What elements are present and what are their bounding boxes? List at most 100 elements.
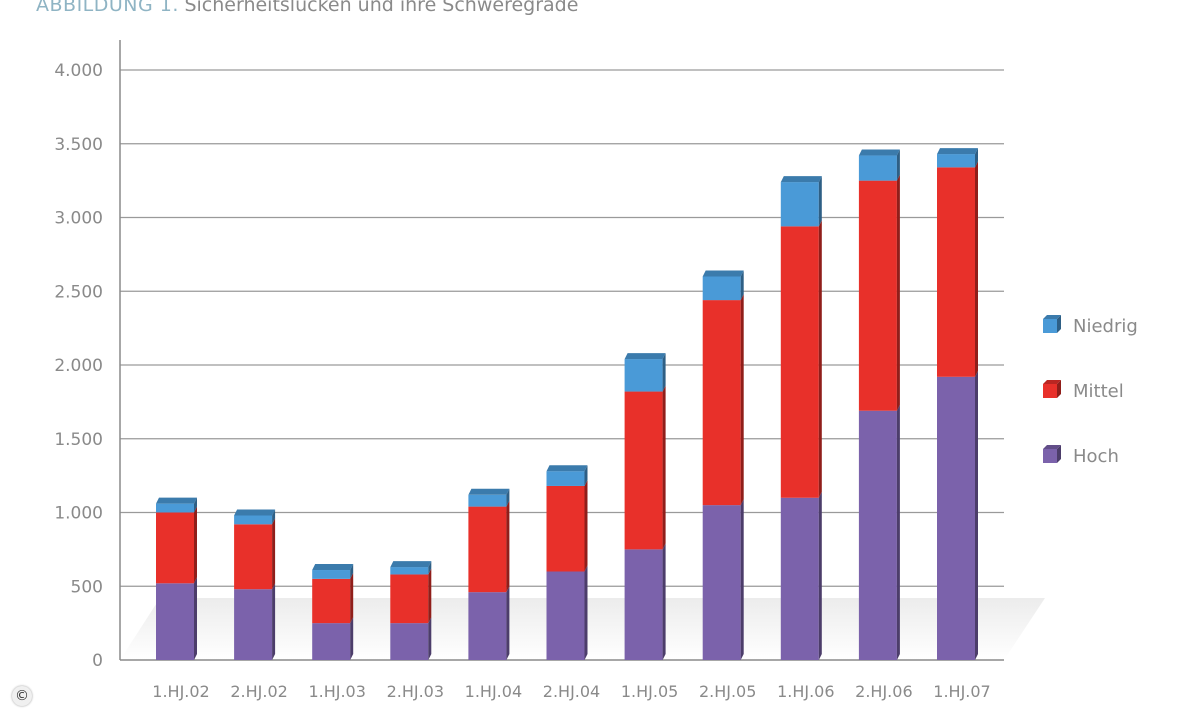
bar-niedrig-1-hj-06 [780,182,819,227]
y-tick-label: 2.000 [54,356,103,376]
bar-mittel-1-hj-03-side [350,572,354,624]
legend-label: Mittel [1073,381,1124,402]
legend-item-niedrig: Niedrig [1043,315,1138,337]
bar-niedrig-2-hj-03-side [428,561,432,575]
bar-niedrig-2-hj-06 [858,155,897,181]
bar-niedrig-2-hj-02-side [272,509,276,525]
bar-hoch-2-hj-02 [234,589,273,660]
x-tick-label: 2.HJ.02 [230,682,287,701]
bar-hoch-1-hj-06 [780,497,819,660]
bar-niedrig-2-hj-04-top [546,465,588,472]
bar-hoch-1-hj-04-side [506,586,510,660]
bar-hoch-1-hj-04 [468,592,507,660]
bar-mittel-1-hj-07 [937,167,975,377]
bar-hoch-1-hj-05 [624,549,663,660]
x-tick-label: 2.HJ.06 [855,682,912,701]
y-tick-label: 3.500 [54,135,103,155]
bar-hoch-2-hj-02-side [272,583,276,660]
bar-niedrig-1-hj-07 [937,154,975,168]
bar-mittel-1-hj-02-side [194,506,197,584]
bar-mittel-2-hj-02-side [272,518,276,590]
x-tick-label: 1.HJ.07 [933,682,990,701]
legend-swatch-top [1043,380,1061,384]
bar-mittel-1-hj-03 [312,578,351,624]
legend-swatch [1043,449,1057,463]
bar-hoch-2-hj-05-side [740,499,744,660]
x-axis-ticks: 1.HJ.02 2.HJ.02 1.HJ.03 2.HJ.03 1.HJ.04 2.HJ.… [152,682,990,701]
bar-niedrig-2-hj-06-top [858,149,900,156]
bar-group-2-hj-04 [546,465,588,660]
bar-hoch-2-hj-06-side [896,404,900,660]
bar-hoch-1-hj-06-side [818,491,822,660]
bar-niedrig-2-hj-05 [702,276,741,301]
y-tick-label: 1.000 [54,504,103,524]
bar-mittel-1-hj-02 [156,512,194,584]
bar-niedrig-1-hj-05 [624,359,663,392]
bar-group-1-hj-07 [937,148,978,660]
bar-mittel-2-hj-03 [390,574,429,624]
bar-mittel-1-hj-04-side [506,500,510,593]
bar-niedrig-2-hj-02 [234,515,273,525]
bar-hoch-2-hj-04 [546,571,585,660]
x-tick-label: 1.HJ.04 [465,682,522,701]
x-tick-label: 2.HJ.05 [699,682,756,701]
legend-swatch [1043,319,1057,333]
bar-group-1-hj-02 [156,497,197,660]
bar-niedrig-2-hj-03 [390,567,429,575]
bar-group-2-hj-06 [858,149,900,660]
bar-niedrig-2-hj-02-top [234,509,276,516]
bar-niedrig-1-hj-03-side [350,564,354,579]
bar-group-1-hj-06 [780,176,822,660]
bar-hoch-1-hj-03-side [350,617,354,660]
bar-mittel-1-hj-05-side [662,385,666,550]
legend-item-hoch: Hoch [1043,445,1119,467]
bar-niedrig-1-hj-03 [312,570,351,579]
bar-hoch-2-hj-04-side [584,565,588,660]
bar-group-1-hj-04 [468,488,510,660]
bar-group-2-hj-02 [234,509,276,660]
bar-niedrig-1-hj-05-side [662,353,666,392]
bar-niedrig-2-hj-03-top [390,561,432,568]
bar-mittel-1-hj-06 [780,226,819,498]
copyright-icon: © [12,686,32,706]
figure-title: Sicherheitslücken und ihre Schweregrade [184,0,579,16]
bar-hoch-2-hj-05 [702,505,741,660]
x-tick-label: 2.HJ.03 [387,682,444,701]
bar-niedrig-1-hj-06-top [780,176,822,183]
legend-label: Hoch [1073,446,1119,467]
bar-niedrig-1-hj-03-top [312,564,354,571]
bar-niedrig-1-hj-05-top [624,353,666,360]
bar-hoch-2-hj-03-side [428,617,432,660]
y-tick-label: 0 [92,651,103,671]
bar-niedrig-1-hj-04-top [468,488,510,495]
legend-swatch [1043,384,1057,398]
y-tick-label: 2.500 [54,282,103,302]
bar-hoch-1-hj-07 [937,376,975,660]
bar-mittel-1-hj-06-side [818,220,822,498]
legend-item-mittel: Mittel [1043,380,1124,402]
bar-niedrig-1-hj-04-side [506,488,510,507]
bar-niedrig-1-hj-02-top [156,497,197,504]
bar-mittel-2-hj-06-side [896,174,900,411]
bar-niedrig-1-hj-02 [156,503,194,513]
bar-hoch-1-hj-07-side [975,370,978,660]
y-tick-label: 500 [71,577,103,597]
bar-niedrig-1-hj-07-side [975,148,978,168]
bar-niedrig-2-hj-05-top [702,270,744,277]
bar-niedrig-1-hj-04 [468,494,507,507]
bar-mittel-2-hj-03-side [428,568,432,624]
bar-hoch-2-hj-03 [390,623,429,660]
y-tick-label: 3.000 [54,209,103,229]
bar-group-1-hj-05 [624,353,666,660]
bar-mittel-2-hj-04-side [584,479,588,572]
legend-label: Niedrig [1073,316,1138,337]
bar-mittel-2-hj-04 [546,485,585,572]
bar-mittel-1-hj-04 [468,506,507,593]
bar-niedrig-1-hj-06-side [818,176,822,227]
legend-swatch-side [1057,445,1061,463]
bar-group-2-hj-03 [390,561,432,660]
bar-niedrig-2-hj-04-side [584,465,588,486]
x-tick-label: 1.HJ.02 [152,682,209,701]
bar-mittel-2-hj-02 [234,524,273,590]
